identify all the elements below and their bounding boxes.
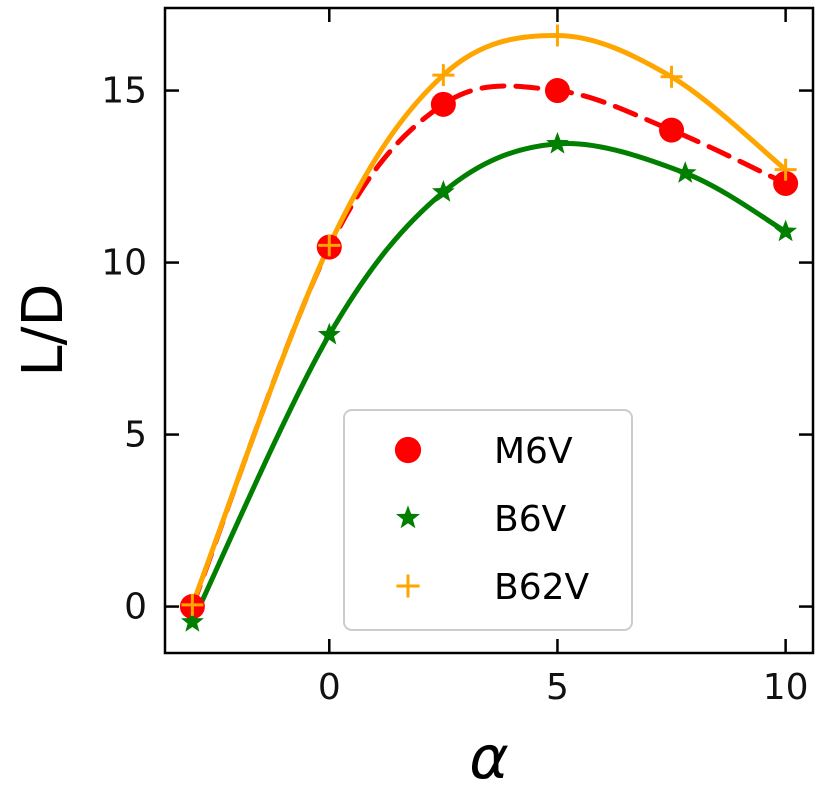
x-axis-label: α [469, 723, 509, 793]
legend-box [343, 409, 633, 631]
data-point-b6v [546, 131, 569, 154]
axis-ticks: 0 5 10 0 5 10 15 [101, 8, 813, 708]
x-tick-label: 0 [318, 667, 341, 708]
legend-label-b6v: B6V [494, 499, 567, 540]
data-point-b62v [318, 234, 341, 257]
data-point-b62v [660, 65, 683, 88]
data-point-m6v [659, 117, 685, 143]
legend-label-m6v: M6V [494, 431, 573, 472]
legend-label-b62v: B62V [494, 567, 590, 608]
data-point-m6v [544, 78, 570, 104]
legend-entries: M6V B6V B62V [394, 431, 590, 608]
plot-frame [163, 6, 815, 655]
legend-marker-m6v [394, 436, 422, 464]
data-point-b62v [432, 64, 455, 87]
data-point-b62v [774, 158, 797, 181]
y-tick-label: 10 [101, 243, 147, 284]
legend-marker-b6v [396, 505, 420, 529]
data-point-m6v [773, 170, 799, 196]
data-point-b6v [317, 322, 341, 345]
series-markers [179, 24, 799, 632]
x-tick-label: 5 [546, 667, 569, 708]
legend-marker-b62v [396, 574, 420, 598]
data-point-b62v [181, 593, 204, 616]
series-line-b62v [189, 33, 789, 608]
x-tick-label: 10 [763, 667, 809, 708]
data-point-b62v [546, 24, 569, 47]
legend: M6V B6V B62V [343, 409, 633, 631]
data-point-b6v [431, 180, 455, 202]
data-point-b6v [673, 161, 697, 183]
data-point-b6v [774, 219, 798, 242]
y-tick-label: 0 [124, 587, 147, 628]
y-tick-label: 15 [101, 71, 147, 112]
y-axis-label: L/D [11, 283, 76, 376]
y-tick-label: 5 [124, 415, 147, 456]
data-point-b6v [180, 610, 204, 632]
data-point-m6v [430, 91, 456, 117]
